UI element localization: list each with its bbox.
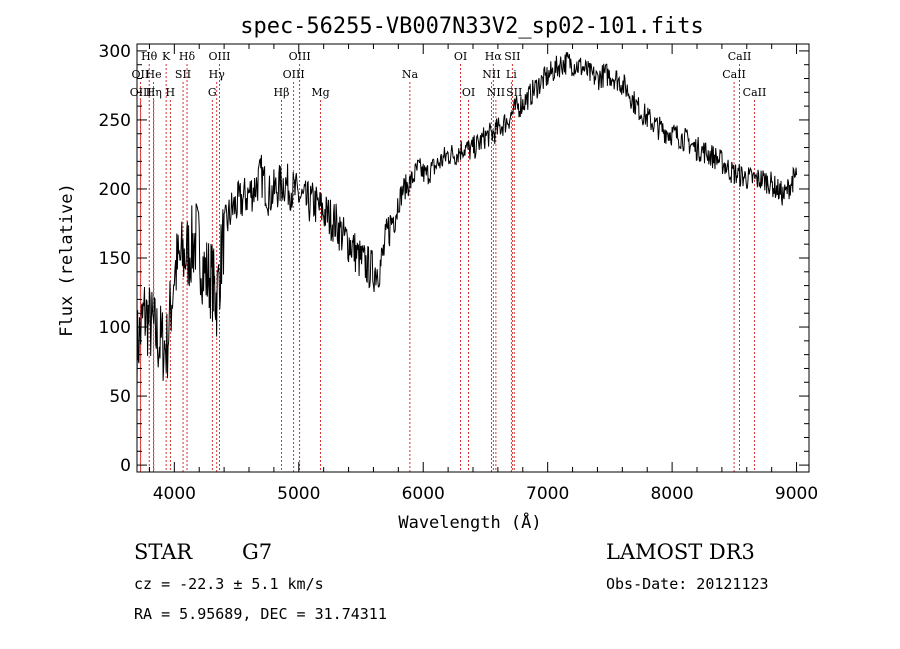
y-tick-label-5: 250 bbox=[99, 111, 131, 131]
obs-date: Obs-Date: 20121123 bbox=[606, 575, 769, 593]
spectral-line-label-10: Hγ bbox=[209, 68, 226, 81]
x-tick-label-3: 7000 bbox=[526, 484, 569, 504]
redshift-readout: cz = -22.3 ± 5.1 km/s bbox=[134, 575, 324, 593]
y-tick-label-1: 50 bbox=[109, 387, 131, 407]
spectral-line-label-7: SII bbox=[175, 68, 191, 81]
spectral-line-label-13: OIII bbox=[289, 50, 311, 63]
y-tick-label-2: 100 bbox=[99, 318, 131, 338]
x-axis-label: Wavelength (Å) bbox=[398, 511, 541, 533]
spectral-line-label-9: OIII bbox=[208, 50, 230, 63]
spectral-line-label-16: Na bbox=[402, 68, 419, 81]
spectral-line-label-0: Hθ bbox=[141, 50, 158, 63]
spectral-line-label-5: K bbox=[162, 50, 171, 63]
spectral-line-label-19: Hα bbox=[485, 50, 503, 63]
spectral-line-label-18: OI bbox=[462, 86, 475, 99]
spectral-line-label-1: OII bbox=[132, 68, 150, 81]
x-tick-label-0: 4000 bbox=[153, 484, 196, 504]
x-tick-label-4: 8000 bbox=[650, 484, 693, 504]
y-tick-label-6: 300 bbox=[99, 42, 131, 62]
ra-dec-readout: RA = 5.95689, DEC = 31.74311 bbox=[134, 605, 387, 623]
object-subclass: G7 bbox=[242, 540, 273, 564]
y-tick-label-0: 0 bbox=[120, 456, 131, 476]
x-tick-label-2: 6000 bbox=[402, 484, 445, 504]
x-tick-label-1: 5000 bbox=[277, 484, 320, 504]
spectral-line-label-23: SII bbox=[504, 50, 520, 63]
spectral-line-label-26: CaII bbox=[722, 68, 746, 81]
spectral-line-label-11: G bbox=[208, 86, 217, 99]
spectrum-series-line bbox=[136, 52, 798, 466]
spectral-line-label-3: He bbox=[145, 68, 161, 81]
spectral-line-label-15: Mg bbox=[311, 86, 329, 99]
x-tick-label-5: 9000 bbox=[775, 484, 818, 504]
y-axis-label: Flux (relative) bbox=[57, 183, 77, 337]
spectral-line-label-21: NII bbox=[487, 86, 505, 99]
spectral-line-label-4: Hη bbox=[146, 86, 162, 99]
chart-title: spec-56255-VB007N33V2_sp02-101.fits bbox=[240, 14, 704, 39]
axis-ticks: 4000 5000 6000 7000 8000 9000 0 50 100 150 200 250 3… bbox=[99, 42, 819, 504]
object-class: STAR bbox=[134, 540, 193, 564]
spectral-line-label-14: OIII bbox=[283, 68, 305, 81]
spectral-line-label-8: Hδ bbox=[179, 50, 196, 63]
plot-frame bbox=[136, 43, 810, 473]
spectral-line-label-6: H bbox=[166, 86, 176, 99]
spectral-line-label-12: Hβ bbox=[274, 86, 290, 99]
spectral-line-label-22: Li bbox=[506, 68, 517, 81]
spectral-line-label-25: CaII bbox=[728, 50, 752, 63]
spectral-line-label-17: OI bbox=[454, 50, 467, 63]
y-tick-label-4: 200 bbox=[99, 180, 131, 200]
spectral-line-label-27: CaII bbox=[743, 86, 767, 99]
spectral-line-label-20: NII bbox=[482, 68, 500, 81]
survey-name: LAMOST DR3 bbox=[606, 540, 755, 564]
spectral-line-label-24: SII bbox=[506, 86, 522, 99]
y-tick-label-3: 150 bbox=[99, 249, 131, 269]
